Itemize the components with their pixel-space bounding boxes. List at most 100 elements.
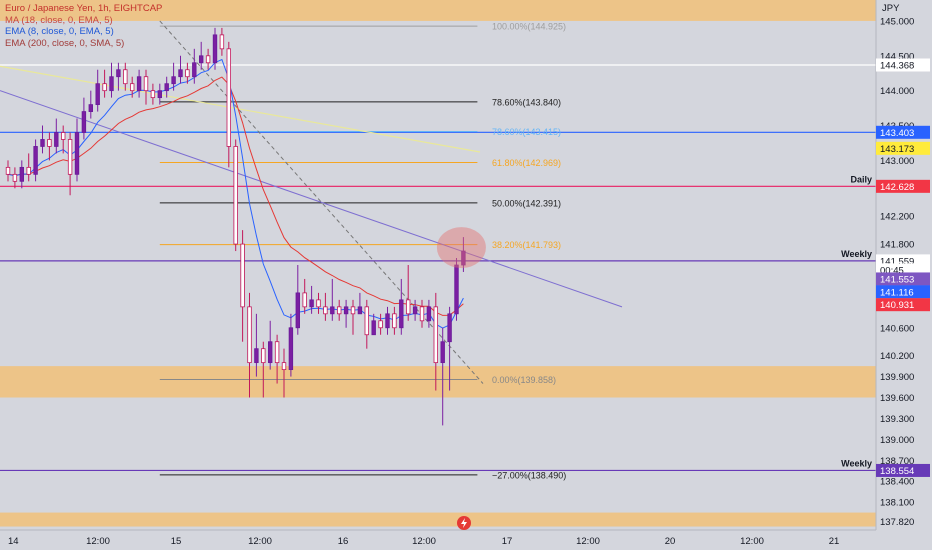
chart-legend: Euro / Japanese Yen, 1h, EIGHTCAP MA (18… — [5, 3, 162, 49]
price-label-text-9: 138.554 — [880, 466, 914, 477]
y-tick-15: 138.100 — [880, 498, 914, 509]
price-label-text-3: 142.628 — [880, 182, 914, 193]
candle-2 — [19, 160, 24, 189]
candle-body-11 — [81, 111, 87, 133]
x-tick-2: 15 — [171, 536, 182, 547]
price-label-text-5: 00:45 — [880, 265, 904, 276]
x-tick-4: 16 — [338, 536, 349, 547]
x-tick-7: 12:00 — [576, 536, 600, 547]
y-tick-8: 140.200 — [880, 351, 914, 362]
x-tick-10: 21 — [829, 536, 840, 547]
candle-52 — [364, 299, 369, 349]
candle-53 — [371, 313, 376, 336]
candle-10 — [74, 118, 80, 182]
candle-body-50 — [350, 306, 356, 315]
legend-ema8: EMA (8, close, 0, EMA, 5) — [5, 26, 114, 37]
candle-38 — [267, 320, 273, 370]
y-tick-9: 139.900 — [880, 372, 914, 383]
candle-55 — [385, 306, 390, 335]
candle-23 — [164, 76, 169, 98]
candle-body-7 — [54, 132, 59, 147]
price-label-text-4: 141.559 — [880, 256, 914, 267]
candle-body-27 — [192, 62, 197, 78]
candle-body-39 — [274, 341, 280, 364]
candle-body-31 — [219, 34, 225, 50]
candle-body-42 — [295, 292, 300, 329]
candle-61 — [426, 299, 432, 328]
candle-body-59 — [412, 306, 418, 315]
price-label-bg-8 — [876, 298, 930, 312]
candle-18 — [129, 76, 135, 98]
hline-label-4: Weekly — [841, 458, 872, 468]
fib-label-7: −27.00%(138.490) — [492, 470, 566, 480]
y-tick-13: 138.700 — [880, 456, 914, 467]
trendline-purple — [0, 90, 623, 308]
candle-body-6 — [47, 139, 52, 147]
candle-body-24 — [171, 76, 176, 85]
fib-label-1: 78.60%(143.840) — [492, 97, 561, 107]
candle-13 — [95, 69, 100, 112]
candle-body-12 — [88, 104, 93, 112]
price-label-bg-3 — [876, 179, 930, 193]
candle-3 — [26, 153, 31, 182]
candle-body-60 — [419, 306, 425, 322]
candle-body-58 — [405, 299, 411, 315]
candle-21 — [150, 83, 156, 105]
candle-body-16 — [116, 69, 121, 78]
candle-body-2 — [19, 166, 24, 182]
price-label-text-0: 144.368 — [880, 60, 914, 71]
candle-0 — [5, 160, 11, 182]
fib-label-4: 50.00%(142.391) — [492, 198, 561, 208]
candle-body-15 — [109, 76, 114, 92]
fib-label-0: 100.00%(144.925) — [492, 22, 566, 32]
candle-44 — [309, 285, 314, 314]
price-label-text-7: 141.116 — [880, 287, 914, 298]
x-tick-1: 12:00 — [86, 536, 110, 547]
candle-body-14 — [102, 83, 107, 92]
price-label-bg-7 — [876, 285, 930, 299]
y-tick-4: 143.000 — [880, 156, 914, 167]
legend-ema200: EMA (200, close, 0, SMA, 5) — [5, 37, 125, 49]
candle-body-23 — [164, 83, 169, 92]
price-label-text-6: 141.553 — [880, 274, 914, 285]
y-tick-7: 140.600 — [880, 323, 914, 334]
lightning-glyph — [461, 518, 467, 528]
y-tick-10: 139.600 — [880, 393, 914, 404]
price-label-0: 144.368 — [876, 58, 930, 72]
price-label-7: 141.116 — [876, 285, 930, 299]
price-label-3: 142.628 — [876, 179, 930, 193]
fib-label-3: 61.80%(142.969) — [492, 158, 561, 168]
candle-body-38 — [267, 341, 273, 364]
candle-body-36 — [254, 348, 259, 364]
candle-29 — [205, 48, 211, 70]
ma18-line — [7, 76, 464, 316]
candle-59 — [412, 299, 418, 321]
candle-body-47 — [330, 306, 335, 315]
candle-body-46 — [323, 306, 328, 315]
y-tick-6: 141.800 — [880, 240, 914, 251]
candle-body-29 — [205, 55, 211, 64]
candle-33 — [233, 139, 238, 252]
candle-7 — [54, 118, 59, 154]
candle-16 — [116, 62, 121, 91]
x-tick-3: 12:00 — [248, 536, 272, 547]
candle-49 — [343, 299, 349, 328]
candle-27 — [192, 48, 197, 84]
candle-19 — [136, 69, 142, 98]
fib-label-2: 78.60%(143.415) — [492, 127, 561, 137]
candle-body-49 — [343, 306, 349, 315]
candle-20 — [143, 69, 149, 105]
price-label-6: 141.553 — [876, 272, 930, 286]
x-tick-0: 14 — [8, 536, 19, 547]
candle-40 — [281, 348, 287, 398]
candle-body-45 — [316, 299, 321, 308]
candle-60 — [419, 299, 425, 328]
candle-body-66 — [461, 250, 466, 266]
candle-63 — [440, 327, 445, 426]
price-label-8: 140.931 — [876, 298, 930, 312]
candle-34 — [240, 230, 245, 342]
hline-label-3: Weekly — [841, 249, 872, 259]
price-label-bg-9 — [876, 463, 930, 477]
candle-body-18 — [129, 83, 135, 92]
candle-body-22 — [157, 90, 162, 99]
